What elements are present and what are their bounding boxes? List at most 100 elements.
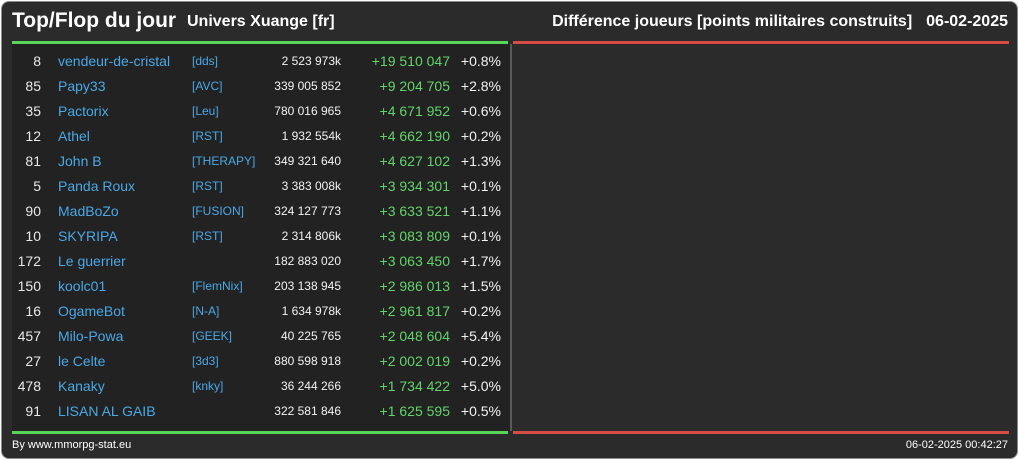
- points-difference: +4 662 190: [379, 128, 450, 144]
- alliance-tag-link[interactable]: [RST]: [192, 229, 223, 243]
- alliance-tag-link[interactable]: [3d3]: [192, 354, 219, 368]
- player-name-link[interactable]: Le guerrier: [58, 253, 126, 269]
- alliance-tag-link[interactable]: [N-A]: [192, 304, 220, 318]
- player-points: 322 581 846: [274, 404, 341, 418]
- points-difference: +3 063 450: [379, 253, 450, 269]
- player-points: 349 321 640: [274, 154, 341, 168]
- player-points: 1 932 554k: [281, 129, 341, 143]
- player-rank: 90: [25, 203, 41, 219]
- table-row: 150 koolc01 [FlemNix] 203 138 945 +2 986 013…: [12, 274, 510, 299]
- points-difference: +3 934 301: [379, 178, 450, 194]
- points-difference: +4 671 952: [379, 103, 450, 119]
- player-rank: 5: [33, 178, 41, 194]
- player-name-link[interactable]: John B: [58, 153, 102, 169]
- table-row: 10 SKYRIPA [RST] 2 314 806k +3 083 809 +0.1%: [12, 224, 510, 249]
- alliance-tag-link[interactable]: [RST]: [192, 179, 223, 193]
- alliance-tag-link[interactable]: [GEEK]: [192, 329, 233, 343]
- player-points: 203 138 945: [274, 279, 341, 293]
- player-name-link[interactable]: Athel: [58, 128, 90, 144]
- universe-label: Univers Xuange [fr]: [187, 13, 335, 30]
- top-bottom-divider-green: [12, 431, 508, 434]
- table-row: 8 vendeur-de-cristal [dds] 2 523 973k +19 51…: [12, 49, 510, 74]
- percent-change: +0.6%: [460, 103, 501, 119]
- player-name-link[interactable]: Milo-Powa: [58, 328, 124, 344]
- player-rank: 10: [25, 228, 41, 244]
- player-points: 2 314 806k: [281, 229, 341, 243]
- player-name-link[interactable]: vendeur-de-cristal: [58, 53, 171, 69]
- alliance-tag-link[interactable]: [AVC]: [192, 79, 223, 93]
- points-difference: +2 986 013: [379, 278, 450, 294]
- player-rank: 478: [17, 378, 41, 394]
- points-difference: +2 961 817: [379, 303, 450, 319]
- player-rank: 85: [25, 78, 41, 94]
- header-metric-date: Différence joueurs [points militaires co…: [552, 13, 1008, 31]
- metric-label: Différence joueurs [points militaires co…: [552, 13, 913, 30]
- player-name-link[interactable]: Pactorix: [58, 103, 109, 119]
- table-row: 16 OgameBot [N-A] 1 634 978k +2 961 817 +0.2%: [12, 299, 510, 324]
- player-points: 339 005 852: [274, 79, 341, 93]
- alliance-tag-link[interactable]: [dds]: [192, 54, 219, 68]
- player-rank: 27: [25, 353, 41, 369]
- generated-timestamp: 06-02-2025 00:42:27: [905, 439, 1008, 451]
- player-name-link[interactable]: koolc01: [58, 278, 107, 294]
- points-difference: +3 083 809: [379, 228, 450, 244]
- percent-change: +1.1%: [460, 203, 501, 219]
- player-rank: 35: [25, 103, 41, 119]
- table-row: 81 John B [THERAPY] 349 321 640 +4 627 102 +1…: [12, 149, 510, 174]
- percent-change: +0.8%: [460, 53, 501, 69]
- player-name-link[interactable]: le Celte: [58, 353, 106, 369]
- top-divider-green: [12, 41, 508, 44]
- player-points: 40 225 765: [280, 329, 341, 343]
- table-row: 172 Le guerrier 182 883 020 +3 063 450 +1.7%: [12, 249, 510, 274]
- player-points: 1 634 978k: [281, 304, 341, 318]
- alliance-tag-link[interactable]: [FUSION]: [192, 204, 245, 218]
- player-points: 324 127 773: [274, 204, 341, 218]
- percent-change: +0.1%: [460, 228, 501, 244]
- alliance-tag-link[interactable]: [FlemNix]: [192, 279, 243, 293]
- points-difference: +9 204 705: [379, 78, 450, 94]
- player-name-link[interactable]: MadBoZo: [58, 203, 119, 219]
- flop-divider-red: [513, 41, 1009, 44]
- points-difference: +2 048 604: [379, 328, 450, 344]
- table-row: 457 Milo-Powa [GEEK] 40 225 765 +2 048 604 +5…: [12, 324, 510, 349]
- site-credit-link[interactable]: By www.mmorpg-stat.eu: [12, 439, 132, 451]
- percent-change: +0.2%: [460, 128, 501, 144]
- player-rank: 457: [17, 328, 41, 344]
- player-points: 3 383 008k: [281, 179, 341, 193]
- percent-change: +0.5%: [460, 403, 501, 419]
- player-rank: 8: [33, 53, 41, 69]
- points-difference: +2 002 019: [379, 353, 450, 369]
- player-name-link[interactable]: Papy33: [58, 78, 106, 94]
- player-name-link[interactable]: Kanaky: [58, 378, 105, 394]
- player-name-link[interactable]: LISAN AL GAIB: [58, 403, 156, 419]
- player-name-link[interactable]: OgameBot: [58, 303, 125, 319]
- player-rank: 81: [25, 153, 41, 169]
- table-row: 27 le Celte [3d3] 880 598 918 +2 002 019 +0.2…: [12, 349, 510, 374]
- percent-change: +1.7%: [460, 253, 501, 269]
- percent-change: +0.2%: [460, 353, 501, 369]
- player-points: 880 598 918: [274, 354, 341, 368]
- table-row: 35 Pactorix [Leu] 780 016 965 +4 671 952 +0.6…: [12, 99, 510, 124]
- percent-change: +0.1%: [460, 178, 501, 194]
- player-rank: 150: [17, 278, 41, 294]
- report-date: 06-02-2025: [926, 13, 1008, 30]
- player-rank: 91: [25, 403, 41, 419]
- alliance-tag-link[interactable]: [THERAPY]: [192, 154, 256, 168]
- table-row: 85 Papy33 [AVC] 339 005 852 +9 204 705 +2.8%: [12, 74, 510, 99]
- table-row: 478 Kanaky [knky] 36 244 266 +1 734 422 +5.0%: [12, 374, 510, 399]
- player-name-link[interactable]: SKYRIPA: [58, 228, 118, 244]
- points-difference: +1 734 422: [379, 378, 450, 394]
- flop-bottom-divider-red: [513, 431, 1009, 434]
- alliance-tag-link[interactable]: [RST]: [192, 129, 223, 143]
- table-row: 91 LISAN AL GAIB 322 581 846 +1 625 595 +0.5…: [12, 399, 510, 424]
- table-row: 5 Panda Roux [RST] 3 383 008k +3 934 301 +0.1…: [12, 174, 510, 199]
- points-difference: +1 625 595: [379, 403, 450, 419]
- alliance-tag-link[interactable]: [knky]: [192, 379, 224, 393]
- percent-change: +0.2%: [460, 303, 501, 319]
- player-name-link[interactable]: Panda Roux: [58, 178, 136, 194]
- percent-change: +5.4%: [460, 328, 501, 344]
- table-row: 12 Athel [RST] 1 932 554k +4 662 190 +0.2%: [12, 124, 510, 149]
- alliance-tag-link[interactable]: [Leu]: [192, 104, 219, 118]
- player-points: 182 883 020: [274, 254, 341, 268]
